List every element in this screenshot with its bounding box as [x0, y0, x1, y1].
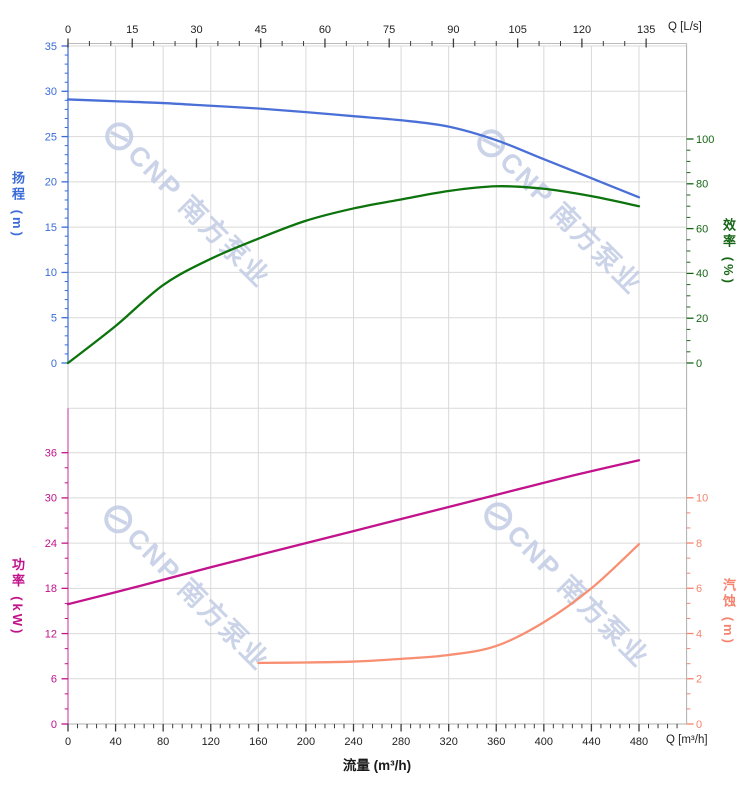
top-x-tick-label: 75 — [383, 24, 395, 36]
bottom-x-tick-label: 40 — [109, 736, 121, 748]
efficiency-axis: 0 20 40 60 80 100 — [686, 134, 714, 370]
efficiency-axis-tick-label: 40 — [696, 268, 708, 280]
svg-text:CNP 南方泵业: CNP 南方泵业 — [494, 146, 649, 301]
head-axis-tick-label: 0 — [51, 358, 57, 370]
bottom-x-tick-label: 120 — [202, 736, 220, 748]
bottom-x-tick-label: 440 — [582, 736, 600, 748]
bottom-x-axis: 0 40 80 120 160 200 240 280 320 360 400 440 480 — [65, 724, 678, 748]
top-x-tick-label: 135 — [637, 24, 655, 36]
efficiency-axis-title: 效率 (%) — [721, 218, 736, 286]
top-x-tick-label: 120 — [573, 24, 591, 36]
power-axis-tick-label: 12 — [45, 628, 57, 640]
top-x-tick-label: 105 — [508, 24, 526, 36]
watermark-layer: CNP 南方泵业 CNP 南方泵业 CNP 南方泵业 CNP 南方泵业 — [104, 122, 656, 677]
bottom-x-tick-label: 320 — [439, 736, 457, 748]
power-curve — [66, 459, 641, 606]
svg-text:CNP 南方泵业: CNP 南方泵业 — [501, 519, 656, 674]
svg-text:CNP 南方泵业: CNP 南方泵业 — [121, 522, 276, 677]
axis-lines — [67, 43, 688, 725]
bottom-x-tick-label: 360 — [487, 736, 505, 748]
npsh-axis-tick-label: 0 — [696, 719, 702, 731]
efficiency-axis-tick-label: 60 — [696, 223, 708, 235]
power-axis: 0 6 12 18 24 30 36 — [45, 448, 68, 731]
head-axis: 0 5 10 15 20 25 30 35 — [45, 41, 68, 370]
top-x-tick-label: 30 — [190, 24, 202, 36]
top-x-tick-label: 15 — [126, 24, 138, 36]
top-x-axis: 0 15 30 45 60 75 90 105 120 135 — [65, 24, 655, 48]
top-x-tick-label: 45 — [255, 24, 267, 36]
efficiency-curve — [66, 185, 641, 365]
bottom-x-tick-label: 160 — [249, 736, 267, 748]
top-axis-unit-label: Q [L/s] — [668, 21, 702, 33]
svg-text:CNP 南方泵业: CNP 南方泵业 — [122, 139, 277, 294]
power-axis-tick-label: 6 — [51, 674, 57, 686]
head-axis-tick-label: 5 — [51, 313, 57, 325]
efficiency-axis-tick-label: 100 — [696, 134, 714, 146]
head-axis-tick-label: 10 — [45, 267, 57, 279]
head-curve — [66, 98, 641, 199]
power-axis-tick-label: 24 — [45, 538, 57, 550]
npsh-axis-tick-label: 10 — [696, 493, 708, 505]
npsh-curve — [257, 543, 641, 665]
efficiency-axis-tick-label: 80 — [696, 179, 708, 191]
bottom-x-tick-label: 200 — [297, 736, 315, 748]
bottom-axis-unit-label: Q [m³/h] — [666, 734, 708, 746]
npsh-axis-tick-label: 4 — [696, 628, 702, 640]
head-axis-tick-label: 35 — [45, 41, 57, 53]
power-axis-tick-label: 18 — [45, 583, 57, 595]
npsh-axis-tick-label: 2 — [696, 674, 702, 686]
flow-axis-title: 流量 (m³/h) — [342, 758, 412, 773]
npsh-axis: 0 2 4 6 8 10 — [686, 493, 708, 731]
bottom-x-tick-label: 80 — [157, 736, 169, 748]
head-axis-tick-label: 15 — [45, 222, 57, 234]
top-x-tick-label: 0 — [65, 24, 71, 36]
bottom-x-tick-label: 0 — [65, 736, 71, 748]
power-axis-tick-label: 30 — [45, 493, 57, 505]
cnp-logo-watermark: CNP 南方泵业 — [477, 129, 649, 301]
power-axis-tick-label: 36 — [45, 448, 57, 460]
power-axis-title: 功率 (kW) — [10, 557, 25, 637]
bottom-x-tick-label: 280 — [392, 736, 410, 748]
npsh-axis-title: 汽蚀 (m) — [721, 578, 736, 646]
bottom-x-tick-label: 480 — [630, 736, 648, 748]
bottom-x-tick-label: 400 — [535, 736, 553, 748]
npsh-axis-tick-label: 6 — [696, 583, 702, 595]
head-axis-tick-label: 20 — [45, 177, 57, 189]
head-axis-tick-label: 30 — [45, 86, 57, 98]
efficiency-axis-tick-label: 20 — [696, 313, 708, 325]
cnp-logo-watermark: CNP 南方泵业 — [105, 122, 277, 294]
bottom-x-tick-label: 240 — [344, 736, 362, 748]
head-axis-title: 扬程 (m) — [10, 171, 25, 239]
top-x-tick-label: 60 — [319, 24, 331, 36]
top-x-tick-label: 90 — [447, 24, 459, 36]
npsh-axis-tick-label: 8 — [696, 538, 702, 550]
head-axis-tick-label: 25 — [45, 131, 57, 143]
cnp-logo-watermark: CNP 南方泵业 — [484, 502, 656, 674]
power-axis-tick-label: 0 — [51, 719, 57, 731]
efficiency-axis-tick-label: 0 — [696, 358, 702, 370]
